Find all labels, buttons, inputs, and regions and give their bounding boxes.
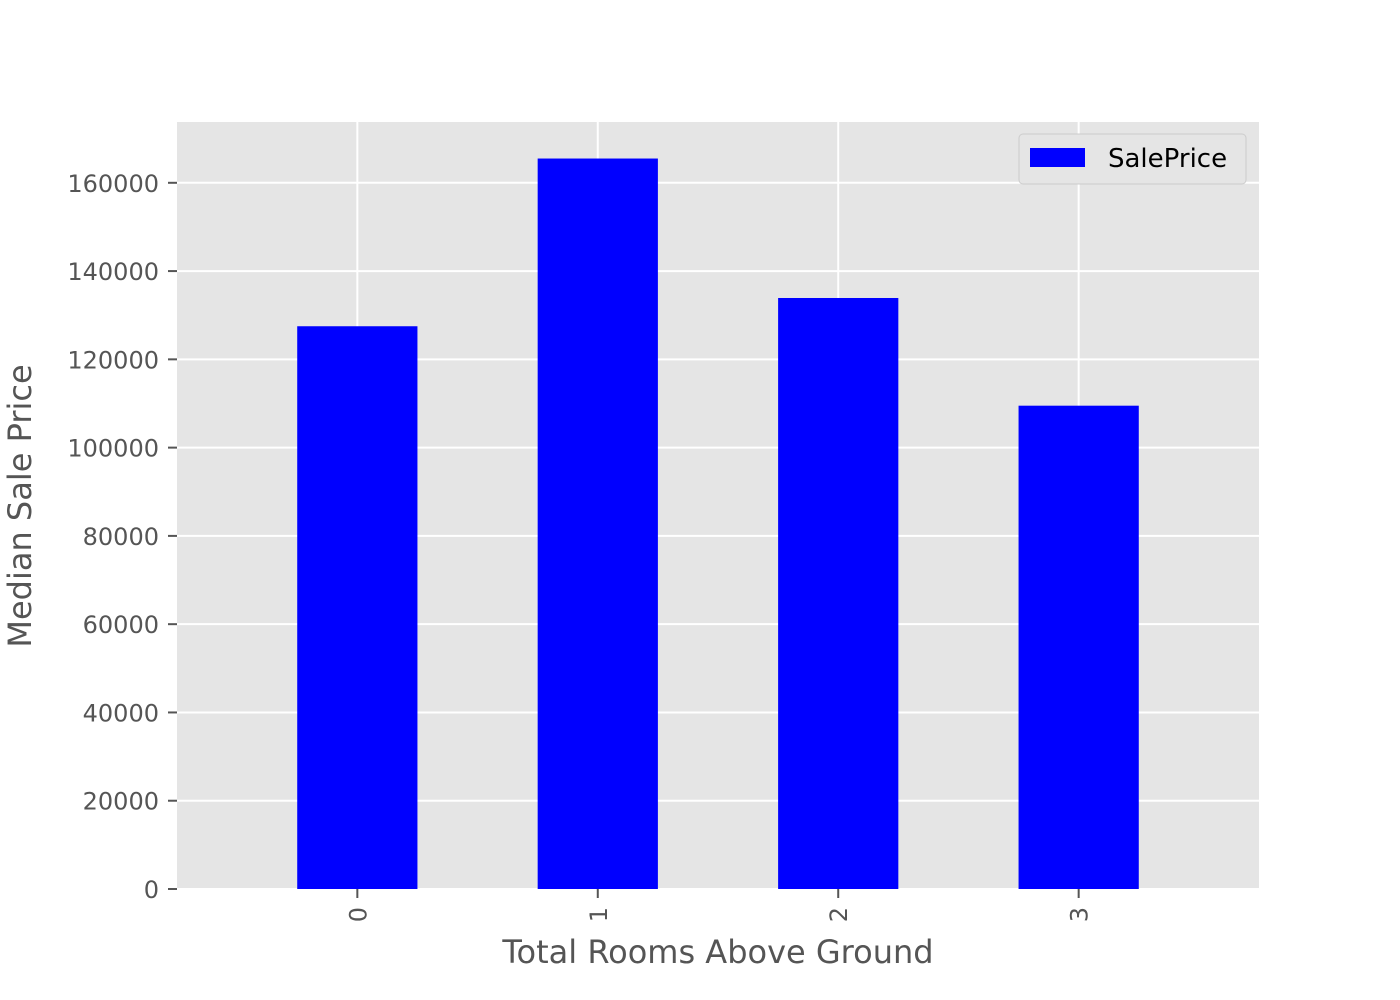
- y-tick-label: 20000: [83, 788, 159, 816]
- bar: [778, 297, 899, 889]
- y-tick-label: 80000: [83, 523, 159, 551]
- legend: SalePrice: [1018, 133, 1247, 185]
- bar: [537, 158, 658, 889]
- y-tick-label: 100000: [67, 435, 159, 463]
- y-axis-label: Median Sale Price: [1, 364, 39, 647]
- legend-label-saleprice: SalePrice: [1108, 144, 1227, 174]
- y-tick-label: 160000: [67, 170, 159, 198]
- x-tick-label: 0: [344, 907, 372, 922]
- y-tick-label: 40000: [83, 699, 159, 727]
- y-tick-label: 120000: [67, 346, 159, 374]
- x-tick-label: 3: [1066, 907, 1094, 922]
- y-axis: 0 20000 40000 60000 80000 100000 120000 140000 1…: [67, 170, 177, 904]
- legend-swatch-saleprice: [1030, 148, 1085, 167]
- bar: [1018, 405, 1139, 889]
- x-tick-label: 1: [585, 907, 613, 922]
- x-axis: 0 1 2 3: [344, 889, 1094, 922]
- y-tick-label: 60000: [83, 611, 159, 639]
- bar: [297, 326, 418, 889]
- x-tick-label: 2: [825, 907, 853, 922]
- x-axis-label: Total Rooms Above Ground: [501, 933, 933, 971]
- legend-box: [1018, 133, 1247, 185]
- y-tick-label: 140000: [67, 258, 159, 286]
- y-tick-label: 0: [144, 876, 159, 904]
- bars: [297, 158, 1139, 889]
